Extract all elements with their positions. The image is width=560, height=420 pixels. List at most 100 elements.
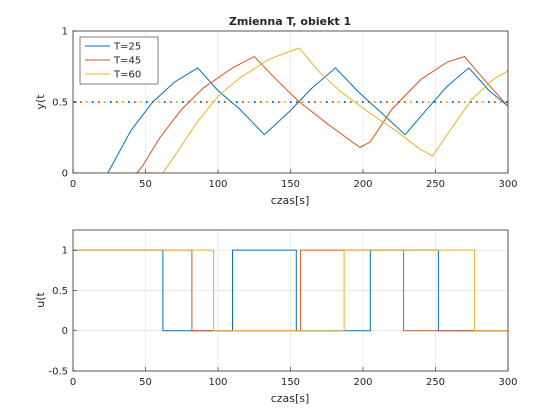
reference-dot <box>470 101 472 103</box>
reference-dot <box>248 101 250 103</box>
reference-dot <box>284 101 286 103</box>
reference-dot <box>476 101 478 103</box>
top-x-tick-label: 300 <box>498 179 517 190</box>
reference-dot <box>488 101 490 103</box>
reference-dot <box>506 101 508 103</box>
reference-dot <box>80 101 82 103</box>
reference-dot <box>440 101 442 103</box>
bottom-y-tick-label: 0.5 <box>52 286 68 297</box>
legend-label: T=25 <box>113 42 141 53</box>
reference-dot <box>254 101 256 103</box>
reference-dot <box>338 101 340 103</box>
top-y-tick-label: 1 <box>62 27 68 38</box>
top-x-tick-label: 100 <box>208 179 227 190</box>
reference-dot <box>140 101 142 103</box>
reference-dot <box>134 101 136 103</box>
reference-dot <box>164 101 166 103</box>
reference-dot <box>446 101 448 103</box>
reference-dot <box>128 101 130 103</box>
bottom-x-tick-label: 250 <box>426 377 445 388</box>
reference-dot <box>392 101 394 103</box>
top-axes: 0 50 100 150 200 250 300 0 0.5 1 Zmienna T, obiek… <box>34 15 518 207</box>
reference-dot <box>422 101 424 103</box>
reference-dot <box>206 101 208 103</box>
reference-dot <box>374 101 376 103</box>
reference-dot <box>434 101 436 103</box>
bottom-x-tick-label: 200 <box>353 377 372 388</box>
bottom-x-tick-label: 150 <box>281 377 300 388</box>
reference-dot <box>242 101 244 103</box>
top-series-line-t60 <box>73 47 508 173</box>
top-chart-title: Zmienna T, obiekt 1 <box>229 15 351 28</box>
top-x-tick-label: 50 <box>139 179 152 190</box>
reference-dot <box>176 101 178 103</box>
top-legend: T=25 T=45 T=60 <box>79 36 159 85</box>
top-y-axis-label: y(t <box>34 94 47 110</box>
top-x-tick-label: 250 <box>426 179 445 190</box>
reference-dot <box>218 101 220 103</box>
bottom-series-line-t60 <box>73 249 508 332</box>
bottom-x-axis-label: czas[s] <box>271 392 310 405</box>
reference-dot <box>122 101 124 103</box>
reference-dot <box>464 101 466 103</box>
bottom-y-tick-label: -0.5 <box>48 367 68 378</box>
reference-dot <box>266 101 268 103</box>
reference-dot <box>386 101 388 103</box>
top-x-axis-label: czas[s] <box>271 194 310 207</box>
reference-dot <box>482 101 484 103</box>
top-ticks: 0 50 100 150 200 250 300 0 0.5 1 <box>52 27 517 191</box>
top-series-group <box>73 47 508 173</box>
reference-dot <box>296 101 298 103</box>
reference-dot <box>380 101 382 103</box>
reference-dot <box>362 101 364 103</box>
bottom-x-tick-label: 50 <box>139 377 152 388</box>
legend-label: T=60 <box>113 70 141 81</box>
top-series-line-t25 <box>73 67 508 173</box>
reference-dot <box>344 101 346 103</box>
reference-dot <box>224 101 226 103</box>
bottom-x-tick-label: 100 <box>208 377 227 388</box>
reference-dot <box>200 101 202 103</box>
reference-dot <box>260 101 262 103</box>
legend-label: T=45 <box>113 56 141 67</box>
reference-dot <box>320 101 322 103</box>
top-x-tick-label: 0 <box>70 179 76 190</box>
top-y-tick-label: 0 <box>62 169 68 180</box>
reference-dot <box>428 101 430 103</box>
reference-dot <box>104 101 106 103</box>
bottom-ticks: 0 50 100 150 200 250 300-0.500.51 <box>48 246 517 388</box>
reference-dot <box>92 101 94 103</box>
reference-dot <box>272 101 274 103</box>
top-x-tick-label: 200 <box>353 179 372 190</box>
reference-dot <box>98 101 100 103</box>
bottom-y-tick-label: 1 <box>62 246 68 257</box>
reference-dot <box>410 101 412 103</box>
reference-dot <box>404 101 406 103</box>
reference-dot <box>302 101 304 103</box>
reference-dot <box>356 101 358 103</box>
reference-dot <box>332 101 334 103</box>
reference-dot <box>182 101 184 103</box>
reference-dot <box>314 101 316 103</box>
bottom-x-tick-label: 0 <box>70 377 76 388</box>
reference-dot <box>416 101 418 103</box>
reference-dot <box>116 101 118 103</box>
reference-dot <box>146 101 148 103</box>
reference-dot <box>452 101 454 103</box>
bottom-series-line-t25 <box>73 249 508 332</box>
reference-dot <box>290 101 292 103</box>
reference-dot <box>308 101 310 103</box>
reference-dot <box>458 101 460 103</box>
top-x-tick-label: 150 <box>281 179 300 190</box>
bottom-axes: 0 50 100 150 200 250 300-0.500.51 czas[s] u(t <box>34 229 518 405</box>
top-series-line-t45 <box>73 55 508 173</box>
reference-dot <box>326 101 328 103</box>
reference-dot <box>236 101 238 103</box>
reference-dot <box>158 101 160 103</box>
reference-dot <box>350 101 352 103</box>
bottom-y-axis-label: u(t <box>34 292 47 308</box>
reference-dot <box>110 101 112 103</box>
bottom-series-group <box>73 249 508 332</box>
reference-dot <box>500 101 502 103</box>
